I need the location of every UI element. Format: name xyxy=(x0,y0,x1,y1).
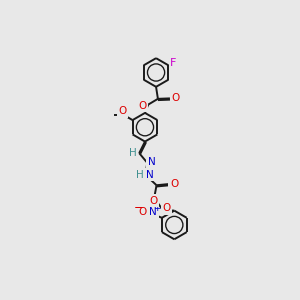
Text: O: O xyxy=(170,178,178,189)
Text: N: N xyxy=(148,158,156,167)
Text: F: F xyxy=(170,58,177,68)
Text: +: + xyxy=(153,204,160,213)
Text: H: H xyxy=(129,148,136,158)
Text: N: N xyxy=(146,170,154,180)
Text: O: O xyxy=(163,203,171,213)
Text: N: N xyxy=(149,208,157,218)
Text: O: O xyxy=(149,196,158,206)
Text: −: − xyxy=(134,201,144,214)
Text: H: H xyxy=(136,170,144,180)
Text: O: O xyxy=(171,93,180,103)
Text: O: O xyxy=(138,207,146,217)
Text: O: O xyxy=(118,106,127,116)
Text: O: O xyxy=(139,101,147,111)
